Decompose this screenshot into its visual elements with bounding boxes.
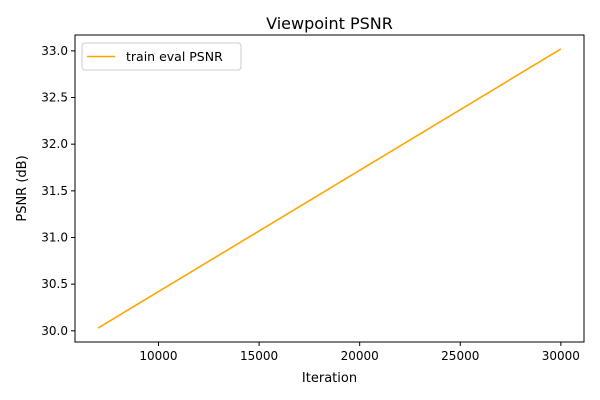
x-tick-label: 10000 xyxy=(139,349,177,363)
y-tick-label: 31.5 xyxy=(41,184,68,198)
legend: train eval PSNR xyxy=(81,42,242,71)
x-tick-label: 25000 xyxy=(441,349,479,363)
y-tick-label: 33.0 xyxy=(41,44,68,58)
series-line-train-eval-psnr xyxy=(97,48,562,329)
plot-area xyxy=(97,48,562,329)
axes-frame xyxy=(74,34,585,343)
x-axis-label: Iteration xyxy=(302,371,357,386)
y-tick-label: 32.0 xyxy=(41,137,68,151)
x-tick-label: 30000 xyxy=(542,349,580,363)
y-tick-label: 30.0 xyxy=(41,324,68,338)
legend-label-train-eval-psnr: train eval PSNR xyxy=(126,49,223,64)
x-axis-ticks: 10000 15000 20000 25000 30000 xyxy=(139,342,580,363)
y-tick-label: 32.5 xyxy=(41,91,68,105)
y-axis-label: PSNR (dB) xyxy=(15,155,30,221)
y-axis-ticks: 30.0 30.5 31.0 31.5 32.0 32.5 33.0 xyxy=(41,44,75,338)
legend-box xyxy=(81,42,242,71)
y-tick-label: 30.5 xyxy=(41,277,68,291)
y-tick-label: 31.0 xyxy=(41,230,68,244)
chart-title: Viewpoint PSNR xyxy=(266,14,393,33)
x-tick-label: 15000 xyxy=(240,349,278,363)
x-tick-label: 20000 xyxy=(341,349,379,363)
